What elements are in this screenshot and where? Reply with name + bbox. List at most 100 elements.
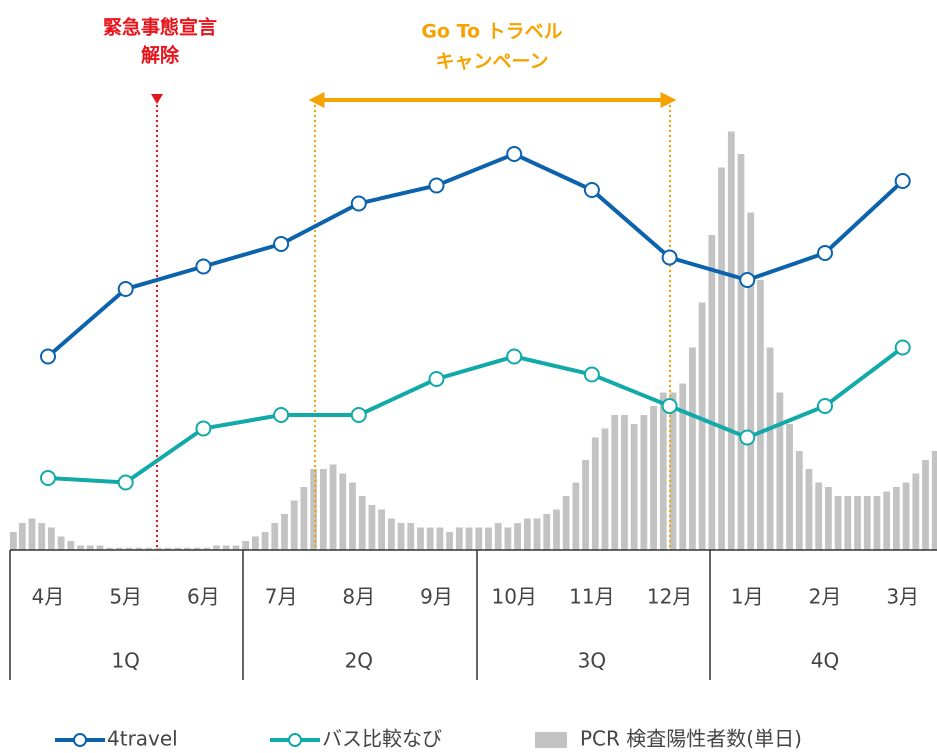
event-marker: [151, 94, 163, 104]
x-tick-label: 7月: [265, 585, 298, 609]
point: [506, 146, 523, 162]
x-tick-label: 6月: [187, 585, 220, 609]
bar: [727, 131, 735, 550]
bar: [776, 392, 784, 550]
bar: [922, 460, 929, 550]
bar: [543, 514, 551, 550]
bar: [514, 523, 521, 550]
x-tick-label: 8月: [342, 585, 375, 609]
bar: [135, 547, 143, 550]
bar: [232, 545, 240, 550]
legend-swatch: [535, 732, 567, 748]
point: [894, 173, 911, 189]
bar: [368, 505, 376, 550]
point: [195, 420, 212, 437]
bar: [28, 518, 36, 550]
series-line: [46, 151, 905, 359]
bar: [183, 547, 191, 550]
bar: [193, 547, 201, 550]
annotation: 解除: [141, 44, 180, 67]
bar: [533, 518, 541, 550]
point: [506, 348, 523, 365]
x-tick-label: 5月: [109, 585, 142, 609]
annotation: キャンペーン: [435, 51, 548, 73]
x-tick-label: 9月: [420, 585, 453, 609]
bar: [222, 545, 230, 550]
bar-layer: [10, 131, 937, 550]
bar: [358, 496, 366, 550]
group-label: 4Q: [811, 649, 839, 673]
point: [661, 249, 678, 266]
point: [40, 348, 56, 365]
series-line: [47, 345, 904, 485]
bar: [18, 523, 26, 550]
bar: [290, 500, 298, 550]
legend-label: バス比較なび: [322, 727, 442, 751]
bar: [786, 424, 793, 550]
bar: [96, 545, 104, 550]
bar: [582, 460, 589, 550]
bar: [436, 527, 444, 550]
bar: [174, 547, 182, 550]
bar: [621, 415, 628, 550]
bar: [902, 482, 910, 550]
bar: [455, 527, 463, 550]
legend-label: PCR 検査陽性者数(単日): [580, 727, 802, 751]
point: [817, 398, 833, 414]
point: [428, 177, 445, 194]
legend: 4travel バス比較なび PCR 検査陽性者数(単日): [55, 727, 802, 751]
point: [117, 281, 134, 297]
bar: [747, 212, 755, 550]
bar: [553, 509, 560, 550]
bar: [669, 392, 677, 550]
bar: [154, 547, 162, 550]
annotation: 緊急事態宣言: [103, 16, 217, 39]
bar: [825, 487, 832, 550]
bar: [883, 491, 891, 550]
bar: [271, 523, 279, 550]
bar: [106, 547, 114, 550]
point: [583, 366, 600, 383]
bar: [912, 473, 920, 550]
bar: [446, 532, 454, 550]
group-label: 2Q: [345, 649, 373, 673]
bar: [601, 428, 609, 550]
bar: [242, 541, 250, 550]
legend-label: 4travel: [107, 727, 178, 751]
x-tick-label: 10月: [491, 585, 536, 609]
x-tick-label: 2月: [809, 585, 842, 609]
point: [583, 182, 600, 198]
bar: [378, 509, 386, 550]
point: [40, 470, 56, 486]
bar: [504, 527, 512, 550]
bar: [349, 482, 356, 550]
legend-swatch: [73, 733, 87, 747]
bar: [407, 523, 415, 550]
point: [739, 429, 756, 446]
point: [273, 407, 290, 423]
bar: [397, 523, 405, 550]
bar: [310, 469, 318, 550]
x-tick-label: 3月: [886, 585, 919, 609]
bar: [630, 424, 638, 550]
bar: [417, 527, 424, 550]
x-tick-label: 1月: [731, 585, 764, 609]
line-layer: [40, 146, 911, 491]
bar: [659, 392, 667, 550]
x-tick-label: 12月: [647, 585, 692, 609]
bar: [115, 547, 123, 550]
bar: [485, 527, 492, 550]
bar: [863, 496, 871, 550]
bar: [815, 482, 823, 550]
point: [350, 407, 367, 423]
bar: [329, 464, 337, 550]
group-label: 3Q: [578, 649, 606, 673]
bar: [523, 518, 531, 550]
bar: [854, 496, 861, 550]
x-tick-label: 4月: [32, 585, 65, 609]
bar: [494, 523, 502, 550]
point: [273, 236, 290, 252]
bar: [251, 536, 259, 550]
bar: [387, 518, 395, 550]
